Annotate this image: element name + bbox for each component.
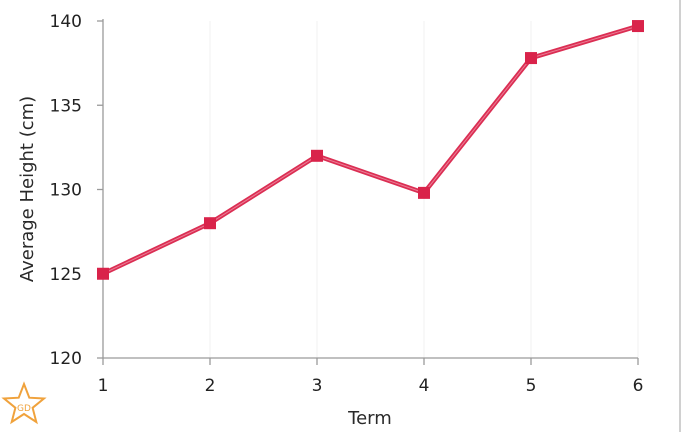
y-tick-label-120: 120 — [50, 349, 82, 369]
y-tick-label-130: 130 — [50, 181, 82, 201]
x-tick-label-5: 5 — [526, 376, 537, 396]
x-tick-label-2: 2 — [205, 376, 216, 396]
x-tick-label-1: 1 — [98, 376, 109, 396]
data-point-5 — [525, 52, 537, 65]
data-point-3 — [311, 149, 323, 162]
data-point-2 — [204, 217, 216, 230]
series-line-highlight-0 — [102, 25, 639, 275]
x-tick-label-3: 3 — [312, 376, 323, 396]
data-point-1 — [97, 267, 109, 280]
x-tick-label-4: 4 — [419, 376, 430, 396]
x-tick-label-6: 6 — [633, 376, 644, 396]
series-group — [97, 20, 644, 280]
y-tick-label-140: 140 — [50, 12, 82, 32]
logo-text: GD — [17, 404, 31, 414]
tick-marks — [97, 20, 639, 365]
axes — [102, 19, 638, 359]
data-point-6 — [632, 20, 644, 33]
y-tick-label-125: 125 — [50, 265, 82, 285]
star-logo-icon: GD — [1, 381, 47, 425]
y-axis-title: Average Height (cm) — [17, 96, 38, 282]
series-line-0 — [100, 23, 641, 276]
x-axis-title: Term — [347, 408, 392, 429]
y-tick-label-135: 135 — [50, 96, 82, 116]
tick-labels: 120 125 130 135 140 1 2 3 4 5 6 — [50, 12, 644, 396]
data-point-4 — [418, 186, 430, 199]
